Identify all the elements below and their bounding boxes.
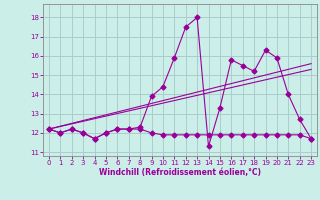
X-axis label: Windchill (Refroidissement éolien,°C): Windchill (Refroidissement éolien,°C) — [99, 168, 261, 177]
